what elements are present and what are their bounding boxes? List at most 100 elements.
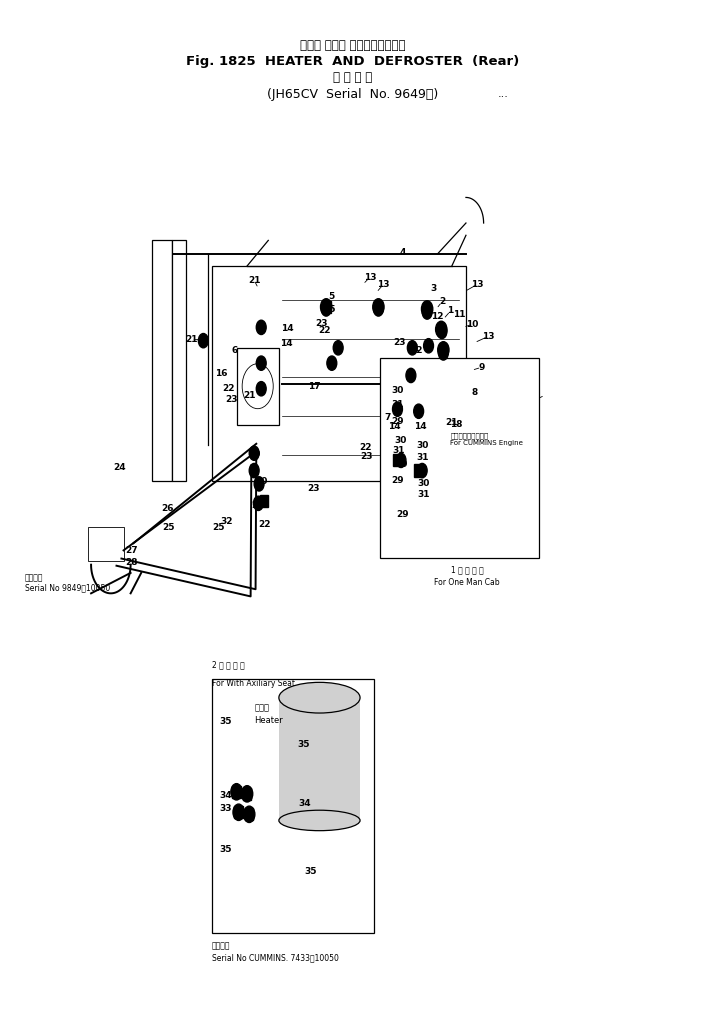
Text: 30: 30	[417, 480, 430, 488]
Text: 14: 14	[414, 422, 426, 431]
Text: 1: 1	[448, 307, 453, 315]
Text: 23: 23	[316, 319, 328, 327]
Text: 22: 22	[318, 326, 330, 335]
Text: 1 人 乗 り 用: 1 人 乗 り 用	[451, 566, 484, 575]
Text: 35: 35	[297, 741, 310, 749]
Text: 30: 30	[391, 387, 404, 395]
Circle shape	[253, 496, 263, 510]
Circle shape	[256, 356, 266, 370]
Text: 2 人 乗 り 用: 2 人 乗 り 用	[212, 660, 244, 669]
Text: 13: 13	[471, 280, 484, 288]
Bar	[232, 786, 241, 798]
Text: 24: 24	[114, 463, 126, 472]
Text: ヒータ および デフロスタ（後）: ヒータ および デフロスタ（後）	[300, 39, 406, 51]
Circle shape	[407, 341, 417, 355]
Text: 適 用 号 機: 適 用 号 機	[333, 72, 373, 84]
Text: 23: 23	[307, 485, 320, 493]
Text: Fig. 1825  HEATER  AND  DEFROSTER  (Rear): Fig. 1825 HEATER AND DEFROSTER (Rear)	[186, 55, 520, 68]
Text: 34: 34	[299, 799, 311, 807]
Circle shape	[249, 463, 259, 478]
Text: 35: 35	[220, 717, 232, 725]
Bar	[245, 808, 253, 820]
Text: 28: 28	[125, 559, 138, 567]
Circle shape	[321, 302, 331, 316]
Circle shape	[424, 339, 433, 353]
Text: 8: 8	[472, 389, 477, 397]
Circle shape	[406, 368, 416, 383]
Text: 34: 34	[220, 792, 232, 800]
Circle shape	[422, 305, 432, 319]
Circle shape	[437, 324, 447, 339]
Ellipse shape	[279, 810, 360, 831]
Text: 15: 15	[323, 306, 335, 314]
Text: 33: 33	[220, 804, 232, 812]
Text: 27: 27	[125, 546, 138, 554]
Text: 21: 21	[407, 345, 419, 353]
Text: 22: 22	[410, 347, 423, 355]
Text: 14: 14	[280, 340, 293, 348]
Circle shape	[241, 786, 253, 802]
Text: 29: 29	[391, 477, 404, 485]
Text: 32: 32	[220, 518, 233, 526]
Text: 16: 16	[215, 369, 227, 377]
Text: 29: 29	[396, 510, 409, 519]
Circle shape	[233, 804, 244, 820]
Text: 22: 22	[251, 501, 264, 509]
Circle shape	[417, 463, 427, 478]
Text: 20: 20	[256, 478, 268, 486]
Text: 22: 22	[222, 385, 234, 393]
Circle shape	[438, 346, 448, 360]
Bar	[380, 358, 539, 558]
Text: 適用号機: 適用号機	[212, 941, 230, 950]
Circle shape	[321, 299, 332, 315]
Bar	[260, 495, 268, 507]
Text: 23: 23	[393, 339, 406, 347]
Text: 29: 29	[395, 460, 408, 469]
Bar	[212, 266, 466, 481]
Text: 30: 30	[416, 441, 429, 449]
Text: 31: 31	[416, 453, 429, 461]
Bar	[234, 806, 243, 818]
Circle shape	[242, 363, 273, 408]
Text: For With Axiliary Seat: For With Axiliary Seat	[212, 679, 295, 688]
Text: Heater: Heater	[254, 716, 283, 724]
Text: 25: 25	[213, 524, 225, 532]
Text: 17: 17	[308, 383, 321, 391]
Text: 21: 21	[445, 418, 458, 427]
Text: 19: 19	[248, 450, 261, 458]
Text: 12: 12	[431, 312, 443, 320]
Bar	[243, 788, 251, 800]
Circle shape	[436, 321, 447, 338]
Bar	[237, 348, 279, 425]
Text: 11: 11	[453, 310, 466, 318]
Text: 23: 23	[360, 452, 373, 460]
Text: 7: 7	[384, 413, 391, 421]
Bar	[279, 698, 360, 820]
Text: 18: 18	[450, 420, 462, 429]
Text: (JH65CV  Serial  No. 9649～): (JH65CV Serial No. 9649～)	[268, 88, 438, 100]
Text: 31: 31	[391, 400, 404, 408]
Text: 31: 31	[393, 446, 405, 454]
Text: Serial No CUMMINS. 7433～10050: Serial No CUMMINS. 7433～10050	[212, 953, 339, 963]
Text: 13: 13	[377, 280, 390, 288]
Text: ...: ...	[498, 89, 508, 99]
Text: 21: 21	[248, 276, 261, 284]
Circle shape	[421, 301, 433, 317]
Circle shape	[333, 341, 343, 355]
Circle shape	[327, 356, 337, 370]
Text: 30: 30	[395, 437, 407, 445]
Circle shape	[256, 320, 266, 335]
Text: 13: 13	[364, 273, 376, 281]
Text: 29: 29	[391, 417, 404, 426]
Ellipse shape	[279, 682, 360, 713]
Text: 23: 23	[225, 396, 238, 404]
Circle shape	[198, 333, 208, 348]
Text: 4: 4	[400, 249, 407, 257]
Text: 14: 14	[388, 422, 400, 431]
Text: 35: 35	[304, 868, 317, 876]
Text: Serial No 9849～10050: Serial No 9849～10050	[25, 583, 110, 592]
Circle shape	[373, 299, 384, 315]
Text: 22: 22	[258, 521, 270, 529]
Circle shape	[249, 446, 259, 460]
Text: 22: 22	[359, 443, 371, 451]
